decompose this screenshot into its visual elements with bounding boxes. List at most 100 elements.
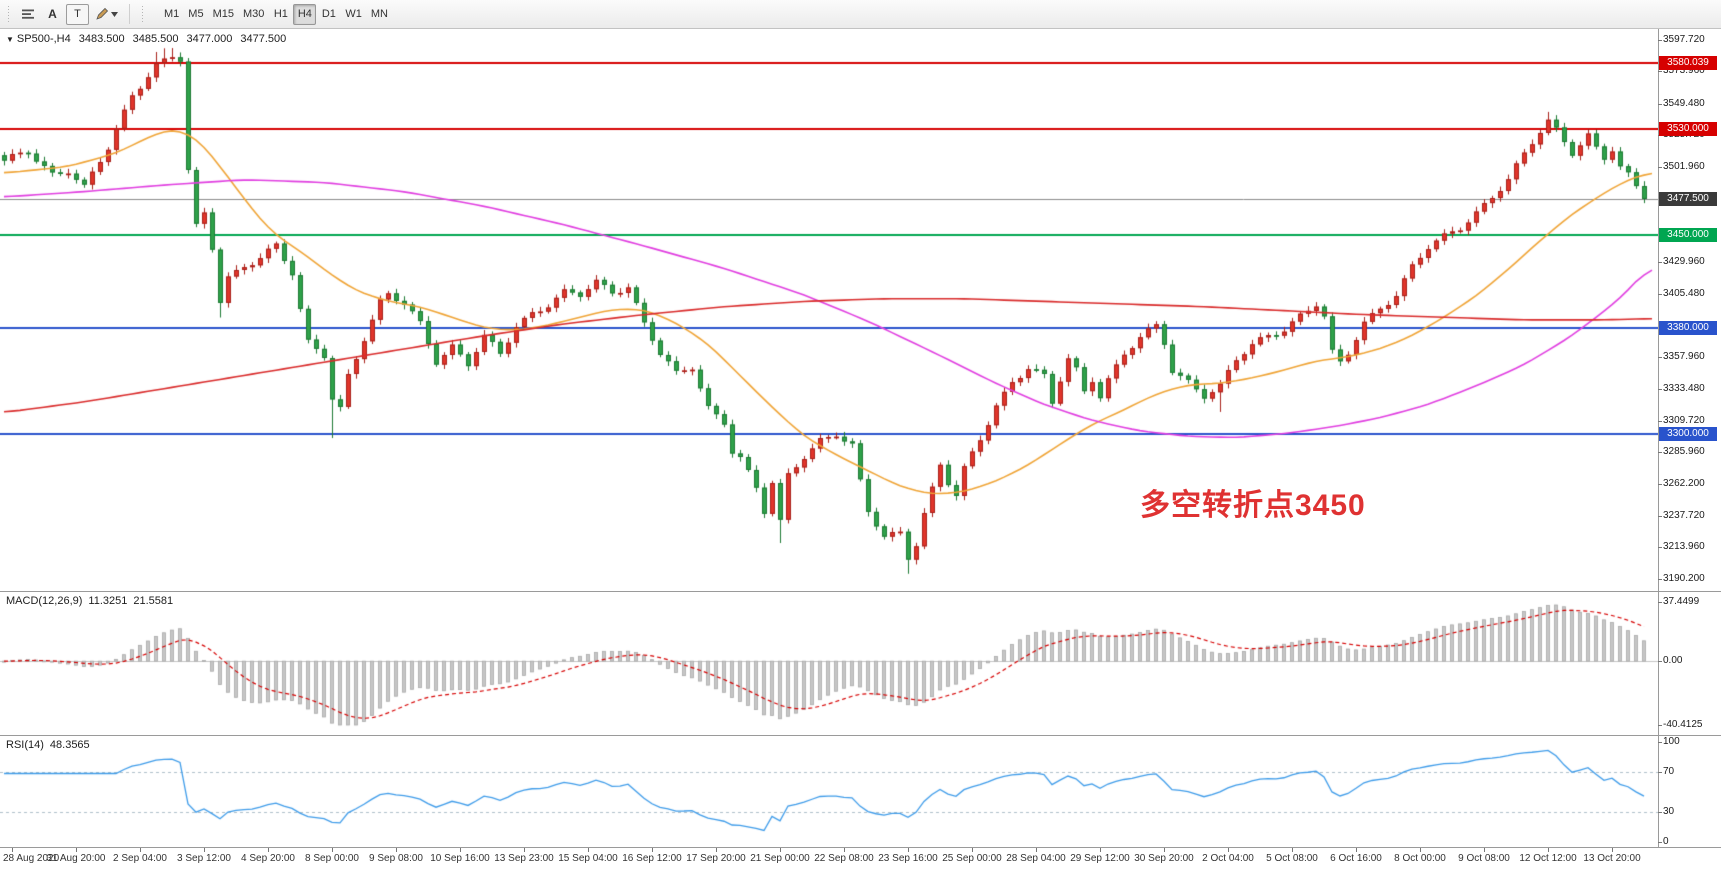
caret-down-icon — [111, 11, 118, 17]
time-axis-label: 13 Sep 23:00 — [494, 853, 554, 864]
panel-divider-time — [0, 847, 1721, 848]
label-tool-button[interactable]: A — [41, 4, 64, 25]
symbol-dropdown-icon[interactable]: ▼ — [6, 35, 14, 44]
time-axis-tick — [1100, 848, 1101, 852]
timeframe-m5-button[interactable]: M5 — [184, 4, 207, 25]
price-axis-label: 3405.480 — [1663, 288, 1705, 300]
timeframe-h4-button[interactable]: H4 — [293, 3, 317, 25]
price-axis-label: 3190.200 — [1663, 572, 1705, 584]
price-axis-label: 3429.960 — [1663, 255, 1705, 267]
price-axis-divider — [1658, 29, 1659, 848]
axis-tick — [1658, 578, 1662, 580]
price-tag: 3450.000 — [1659, 228, 1717, 243]
time-axis-label: 22 Sep 08:00 — [814, 853, 874, 864]
time-axis-tick — [1292, 848, 1293, 852]
time-axis-label: 13 Oct 20:00 — [1583, 853, 1641, 864]
price-axis-label: 3213.960 — [1663, 541, 1705, 553]
macd-indicator-label: MACD(12,26,9) 11.3251 21.5581 — [6, 595, 179, 607]
chart-area: ▼ SP500-,H4 3483.500 3485.500 3477.000 3477.5… — [0, 29, 1721, 895]
timeframe-d1-button[interactable]: D1 — [317, 4, 340, 25]
time-axis-tick — [76, 848, 77, 852]
time-axis-label: 10 Sep 16:00 — [430, 853, 490, 864]
axis-tick — [1658, 842, 1662, 843]
time-axis-tick — [12, 848, 13, 852]
time-axis-tick — [1420, 848, 1421, 852]
rsi-axis-label: 0 — [1663, 836, 1669, 847]
timeframe-h1-button[interactable]: H1 — [269, 4, 292, 25]
price-axis-label: 3573.960 — [1663, 65, 1705, 77]
time-axis-tick — [268, 848, 269, 852]
rsi-panel-canvas[interactable] — [0, 736, 1658, 847]
axis-tick — [1658, 166, 1662, 168]
time-axis-tick — [1164, 848, 1165, 852]
close-value: 3477.500 — [240, 33, 287, 45]
price-axis-label: 3597.720 — [1663, 33, 1705, 45]
macd-name: MACD(12,26,9) — [6, 595, 83, 607]
time-axis-label: 2 Sep 04:00 — [113, 853, 167, 864]
toolbar-separator — [129, 4, 130, 24]
time-axis-tick — [652, 848, 653, 852]
rsi-axis-label: 70 — [1663, 766, 1675, 777]
axis-tick — [1658, 389, 1662, 391]
axis-tick — [1658, 420, 1662, 422]
toolbar-grip[interactable] — [6, 6, 11, 22]
time-axis-label: 16 Sep 12:00 — [622, 853, 682, 864]
time-axis-label: 29 Sep 12:00 — [1070, 853, 1130, 864]
text-tool-button[interactable]: T — [66, 3, 89, 25]
price-tag: 3530.000 — [1659, 122, 1717, 137]
open-value: 3483.500 — [78, 33, 125, 45]
price-axis-label: 3262.200 — [1663, 477, 1705, 489]
price-chart-canvas[interactable] — [0, 29, 1658, 591]
objects-list-button[interactable] — [16, 4, 39, 25]
panel-divider-macd[interactable] — [0, 591, 1721, 592]
time-axis-label: 23 Sep 16:00 — [878, 853, 938, 864]
time-axis-tick — [780, 848, 781, 852]
price-axis-label: 3357.960 — [1663, 350, 1705, 362]
time-axis-label: 28 Sep 04:00 — [1006, 853, 1066, 864]
time-axis-tick — [140, 848, 141, 852]
timeframe-mn-button[interactable]: MN — [367, 4, 392, 25]
time-axis-tick — [524, 848, 525, 852]
axis-tick — [1658, 483, 1662, 485]
time-axis-label: 2 Oct 04:00 — [1202, 853, 1254, 864]
time-axis-tick — [588, 848, 589, 852]
axis-tick — [1658, 452, 1662, 454]
axis-tick — [1658, 772, 1662, 773]
draw-tool-button[interactable] — [91, 4, 122, 25]
time-axis-tick — [1484, 848, 1485, 852]
price-tag: 3477.500 — [1659, 191, 1717, 206]
rsi-name: RSI(14) — [6, 739, 44, 751]
time-axis-tick — [1612, 848, 1613, 852]
price-tag: 3300.000 — [1659, 426, 1717, 441]
axis-tick — [1658, 547, 1662, 549]
toolbar-grip-2[interactable] — [140, 6, 145, 22]
rsi-indicator-label: RSI(14) 48.3565 — [6, 739, 96, 751]
macd-axis-label: 0.00 — [1663, 655, 1683, 667]
axis-tick — [1658, 294, 1662, 296]
time-axis-label: 9 Sep 08:00 — [369, 853, 423, 864]
price-axis-label: 3285.960 — [1663, 446, 1705, 458]
axis-tick — [1658, 103, 1662, 105]
time-axis-tick — [908, 848, 909, 852]
timeframe-m1-button[interactable]: M1 — [160, 4, 183, 25]
panel-divider-rsi[interactable] — [0, 735, 1721, 736]
timeframe-m30-button[interactable]: M30 — [239, 4, 268, 25]
timeframe-w1-button[interactable]: W1 — [341, 4, 366, 25]
time-axis-label: 12 Oct 12:00 — [1519, 853, 1577, 864]
time-axis-label: 9 Oct 08:00 — [1458, 853, 1510, 864]
time-axis-label: 6 Oct 16:00 — [1330, 853, 1382, 864]
axis-tick — [1658, 261, 1662, 263]
time-axis-label: 30 Sep 20:00 — [1134, 853, 1194, 864]
macd-panel-canvas[interactable] — [0, 592, 1658, 735]
chart-annotation[interactable]: 多空转折点3450 — [1140, 489, 1366, 522]
time-axis-label: 31 Aug 20:00 — [46, 853, 106, 864]
axis-tick — [1658, 515, 1662, 517]
price-axis-label: 3237.720 — [1663, 509, 1705, 521]
low-value: 3477.000 — [186, 33, 233, 45]
timeframe-group: M1 M5 M15 M30 H1 H4 D1 W1 MN — [160, 3, 392, 25]
timeframe-m15-button[interactable]: M15 — [209, 4, 238, 25]
time-axis-tick — [1228, 848, 1229, 852]
rsi-value: 48.3565 — [49, 739, 90, 751]
axis-tick — [1658, 812, 1662, 813]
pencil-icon — [96, 7, 109, 20]
